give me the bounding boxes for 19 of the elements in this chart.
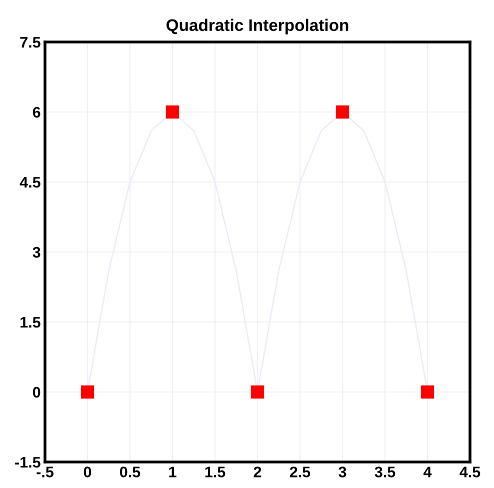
x-tick-label: 1.5 [205,466,226,478]
x-tick-label: 1 [169,466,176,478]
chart-title: Quadratic Interpolation [166,18,348,34]
x-tick-label: 2.5 [290,466,310,478]
x-tick-label: 2 [254,466,262,478]
y-tick-label: 4.5 [20,177,40,188]
y-tick-label: 0 [32,386,40,398]
x-tick-label: 3.5 [374,466,396,478]
y-tick-label: 3 [32,246,40,258]
x-tick-label: 3 [338,466,346,478]
x-tick-label: -.5 [36,466,54,478]
x-tick-label: 4.5 [460,466,480,478]
y-tick-label: 6 [32,106,40,118]
x-tick-label: 0 [84,466,92,478]
y-tick-label: -1.5 [15,457,40,468]
x-tick-label: 0.5 [120,466,140,478]
x-tick-label: 4 [423,466,432,478]
y-tick-label: 1.5 [20,317,40,328]
y-tick-label: 7.5 [20,37,40,48]
